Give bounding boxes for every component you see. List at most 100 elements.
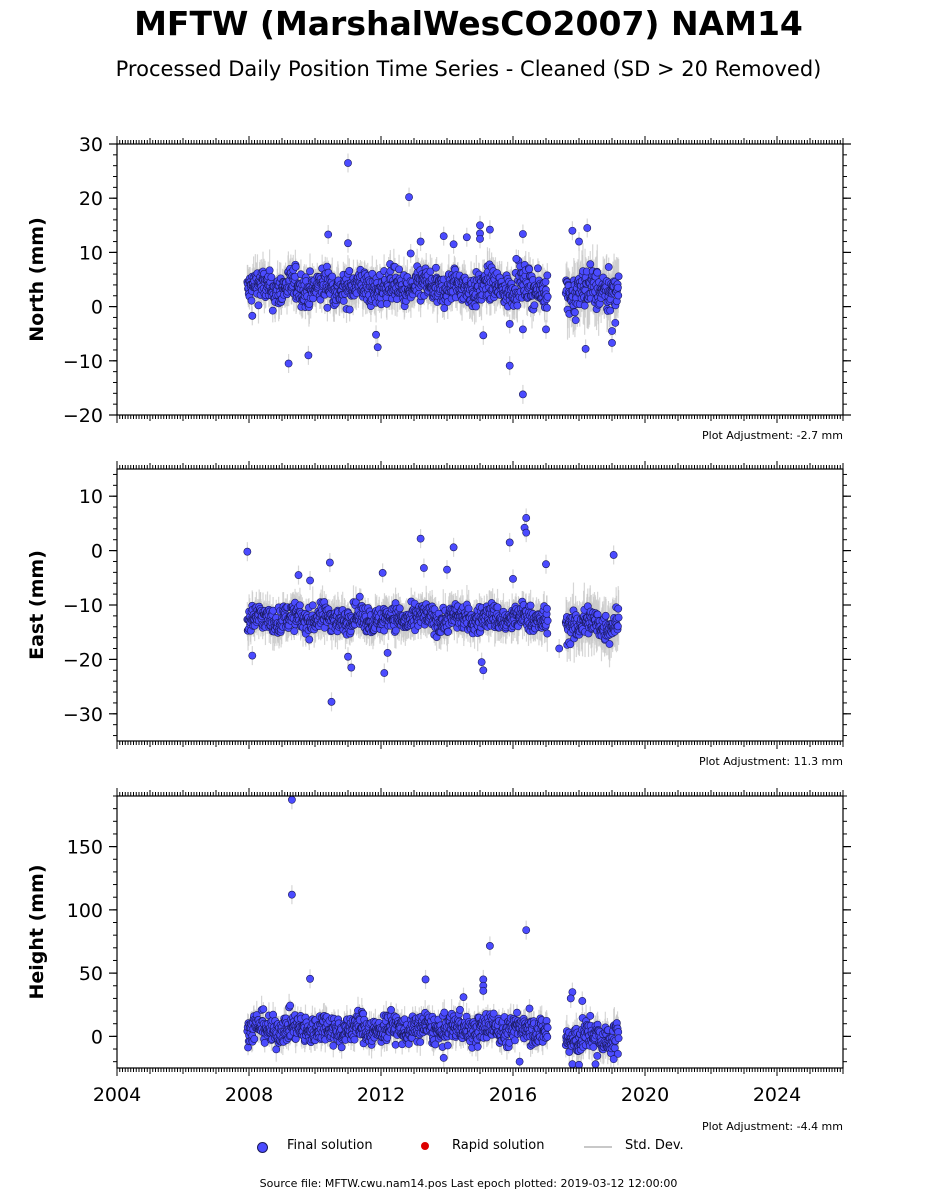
final-solution-point bbox=[304, 351, 313, 360]
final-solution-point bbox=[290, 627, 299, 636]
final-solution-point bbox=[614, 291, 623, 300]
final-solution-point bbox=[555, 644, 564, 653]
final-solution-point bbox=[601, 611, 610, 620]
final-solution-point bbox=[522, 514, 531, 522]
final-solution-point bbox=[477, 658, 486, 667]
final-solution-point bbox=[440, 304, 449, 313]
final-solution-point bbox=[614, 283, 622, 292]
final-solution-point bbox=[542, 560, 550, 569]
final-solution-point bbox=[543, 303, 551, 312]
final-solution-point bbox=[462, 233, 471, 242]
final-solution-point bbox=[505, 320, 514, 328]
final-solution-point bbox=[583, 224, 592, 232]
final-solution-point bbox=[493, 603, 502, 612]
final-solution-point bbox=[476, 221, 484, 230]
final-solution-point bbox=[519, 230, 527, 238]
final-solution-point bbox=[248, 651, 257, 660]
final-solution-point bbox=[605, 640, 614, 648]
final-solution-point bbox=[284, 359, 293, 368]
final-solution-point bbox=[345, 267, 354, 275]
plot-adjustment-label: Plot Adjustment: -2.7 mm bbox=[702, 429, 843, 442]
y-tick-label: −10 bbox=[63, 351, 103, 373]
y-tick-label: 30 bbox=[79, 134, 103, 156]
final-solution-point bbox=[267, 273, 276, 282]
final-solution-point bbox=[543, 292, 552, 301]
final-solution-point bbox=[608, 327, 616, 335]
final-solution-point bbox=[395, 604, 404, 613]
final-solution-point bbox=[534, 264, 542, 273]
final-solution-point bbox=[419, 564, 428, 572]
final-solution-point bbox=[512, 255, 521, 263]
final-solution-point bbox=[476, 234, 484, 243]
final-solution-point bbox=[449, 543, 458, 552]
final-solution-point bbox=[305, 635, 314, 644]
final-solution-point bbox=[352, 598, 360, 607]
final-solution-point bbox=[614, 613, 623, 622]
final-solution-point bbox=[247, 296, 256, 305]
final-solution-point bbox=[416, 534, 425, 543]
final-solution-point bbox=[248, 311, 257, 320]
final-solution-point bbox=[344, 239, 352, 248]
final-solution-point bbox=[324, 230, 333, 239]
final-solution-point bbox=[382, 299, 391, 308]
final-solution-point bbox=[464, 604, 473, 613]
final-solution-point bbox=[485, 225, 494, 234]
final-solution-point bbox=[378, 569, 387, 577]
final-solution-point bbox=[575, 237, 583, 246]
final-solution-point bbox=[505, 538, 514, 547]
y-tick-label: 20 bbox=[79, 188, 103, 210]
final-solution-point bbox=[519, 325, 527, 334]
final-solution-point bbox=[444, 627, 453, 636]
final-solution-point bbox=[570, 308, 579, 317]
final-solution-point bbox=[586, 260, 595, 269]
final-solution-point bbox=[449, 240, 458, 249]
final-solution-point bbox=[606, 306, 615, 315]
final-solution-point bbox=[395, 265, 403, 274]
final-solution-point bbox=[294, 571, 303, 579]
final-solution-point bbox=[604, 263, 613, 271]
final-solution-points bbox=[243, 514, 623, 706]
final-solution-point bbox=[328, 272, 337, 281]
final-solution-point bbox=[614, 272, 623, 281]
final-solution-point bbox=[608, 339, 616, 347]
final-solution-point bbox=[509, 574, 517, 583]
final-solution-point bbox=[243, 547, 252, 556]
final-solution-point bbox=[308, 601, 317, 610]
final-solution-point bbox=[519, 390, 527, 399]
final-solution-point bbox=[611, 318, 620, 327]
final-solution-point bbox=[530, 301, 539, 310]
y-tick-label: 0 bbox=[91, 297, 103, 319]
final-solution-point bbox=[443, 565, 451, 574]
final-solution-point bbox=[327, 697, 336, 706]
final-solution-point bbox=[571, 316, 580, 325]
final-solution-point bbox=[522, 528, 531, 537]
final-solution-point bbox=[268, 306, 277, 315]
final-solution-point bbox=[306, 576, 314, 585]
final-solution-point bbox=[383, 648, 392, 657]
y-tick-label: −20 bbox=[63, 405, 103, 427]
final-solution-points bbox=[243, 159, 623, 399]
final-solution-point bbox=[614, 622, 622, 631]
final-solution-point bbox=[291, 262, 300, 271]
final-solution-point bbox=[426, 267, 435, 276]
final-solution-point bbox=[295, 601, 304, 610]
final-solution-point bbox=[566, 640, 575, 649]
data-layer bbox=[243, 508, 623, 712]
panel-0: −20 −10 0 10 20 30 North (mm) Plot Adjustment: … bbox=[26, 134, 851, 442]
final-solution-point bbox=[543, 616, 552, 625]
final-solution-point bbox=[344, 652, 352, 661]
page-subtitle: Processed Daily Position Time Series - C… bbox=[115, 57, 822, 81]
final-solution-point bbox=[380, 669, 389, 677]
final-solution-point bbox=[344, 159, 352, 167]
final-solution-point bbox=[614, 604, 623, 613]
final-solution-point bbox=[593, 268, 602, 277]
final-solution-point bbox=[373, 343, 382, 352]
final-solution-point bbox=[543, 271, 552, 280]
data-layer bbox=[243, 153, 623, 404]
final-solution-point bbox=[339, 297, 348, 305]
final-solution-point bbox=[306, 267, 314, 276]
final-solution-point bbox=[505, 361, 514, 370]
final-solution-point bbox=[513, 301, 522, 310]
